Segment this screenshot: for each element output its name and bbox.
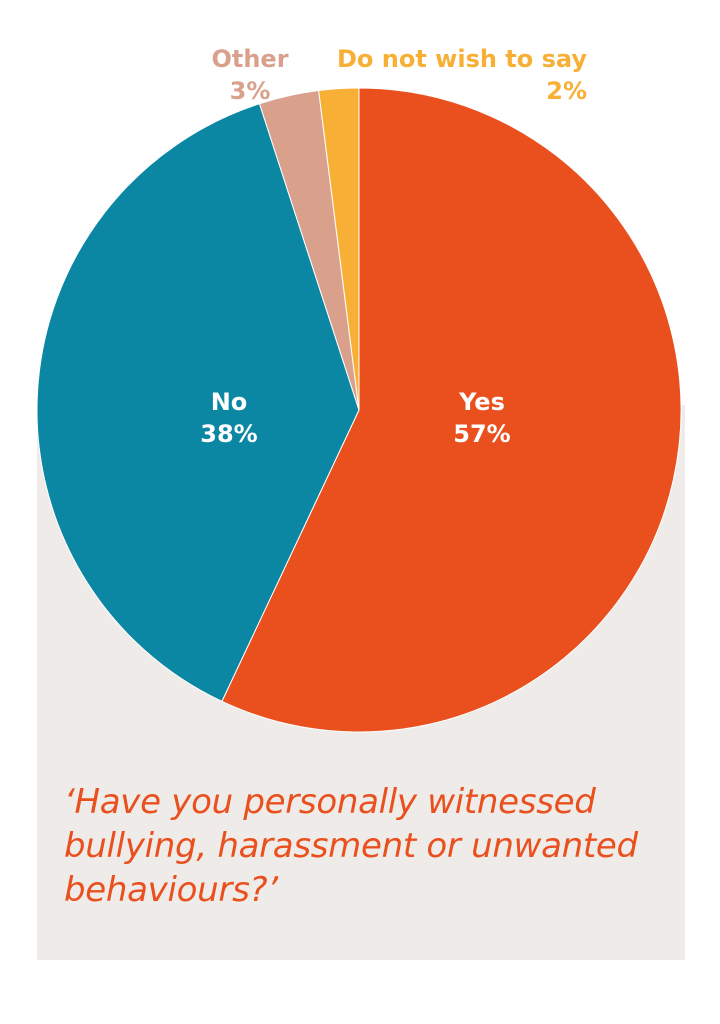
pie-slice-no	[36, 103, 360, 703]
slice-label: Do not wish to say	[337, 45, 587, 73]
pie-slices	[36, 87, 682, 733]
slice-value-label: 57%	[453, 420, 510, 448]
slice-label: No	[211, 388, 248, 416]
slice-value-label: 2%	[546, 77, 587, 105]
slice-value-label: 38%	[200, 420, 257, 448]
slice-value-label: 3%	[230, 77, 271, 105]
slice-label: Other	[211, 45, 288, 73]
pie-labels: Yes 57% No 38% Other 3% Do not wish to say 2%	[200, 45, 587, 448]
slice-label: Yes	[458, 388, 505, 416]
pie-slice-do-not-wish-to-say	[318, 87, 360, 411]
pie-slice-yes	[221, 87, 682, 733]
chart-title: ‘Have you personally witnessed bullying,…	[64, 782, 638, 910]
